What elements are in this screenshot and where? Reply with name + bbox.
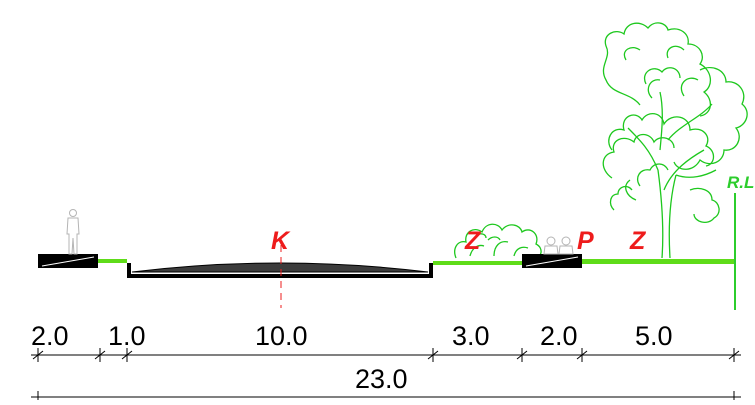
sidewalk-left	[38, 254, 98, 268]
width-green-right: 5.0	[635, 321, 673, 351]
tree-icon	[602, 22, 748, 259]
label-regulation-line: R.L	[727, 173, 754, 192]
label-sidewalk: P	[577, 227, 594, 255]
green-strip-middle	[433, 261, 522, 265]
label-greenery-2: Z	[629, 227, 647, 255]
dimension-line-segments	[31, 348, 741, 362]
person-pair-icon	[543, 236, 574, 255]
width-total: 23.0	[355, 364, 408, 394]
sidewalk-right	[522, 254, 582, 268]
width-green-left: 1.0	[108, 321, 146, 351]
person-icon	[66, 209, 80, 255]
width-carriageway: 10.0	[255, 321, 308, 351]
label-greenery-1: Z	[464, 227, 482, 255]
carriageway	[127, 262, 433, 278]
dimension-line-total	[31, 391, 741, 400]
label-carriageway: K	[271, 227, 291, 255]
width-sidewalk-right: 2.0	[540, 321, 578, 351]
green-strip-left	[98, 259, 127, 263]
green-strip-right	[582, 259, 734, 264]
green-strips	[98, 259, 734, 265]
bush-icon	[454, 223, 542, 259]
dimension-ticks	[32, 348, 740, 362]
width-sidewalk-left: 2.0	[31, 321, 69, 351]
width-green-middle: 3.0	[452, 321, 490, 351]
